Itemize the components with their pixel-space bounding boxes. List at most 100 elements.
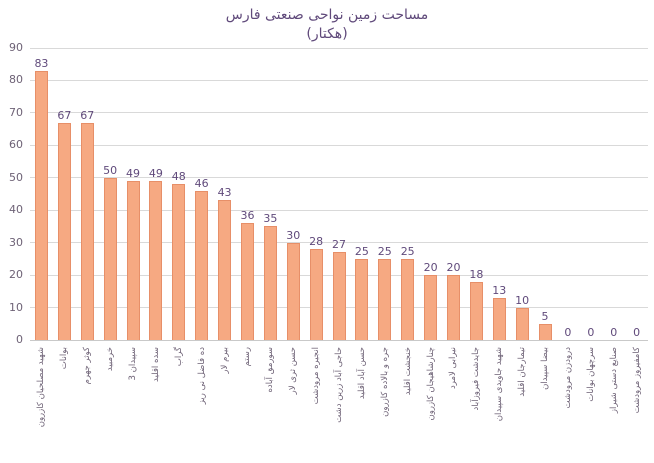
- x-axis-category-label: نیرابی لامرد: [448, 347, 459, 390]
- chart-title-line2: (هکتار): [306, 25, 348, 42]
- x-axis-category-slot: ده فاضل نی ریز: [190, 345, 213, 459]
- x-axis-category-label: درودزن مرودشت: [562, 347, 573, 409]
- bar: [149, 181, 163, 340]
- bar: [195, 191, 209, 340]
- bar-value-label: 27: [332, 238, 347, 251]
- x-axis-category-slot: جره و بالاده کازرون: [373, 345, 396, 459]
- bar-slot: 25: [373, 48, 396, 340]
- bar-slot: 10: [511, 48, 534, 340]
- bar-value-label: 43: [217, 186, 232, 199]
- y-axis-tick-label: 90: [9, 41, 23, 54]
- bar: [309, 249, 323, 340]
- x-axis-category-label: ده فاضل نی ریز: [196, 347, 207, 405]
- y-axis-tick-label: 70: [9, 105, 23, 119]
- x-axis-category-label: حسن ثری لار: [288, 347, 299, 395]
- bar-slot: 20: [442, 48, 465, 340]
- bar-slot: 5: [534, 48, 557, 340]
- x-axis-category-label: چنارشاهیجان کازرون: [425, 347, 436, 421]
- gridline: [30, 79, 648, 81]
- plot-area: 83 67 67 50 49 49 48 46 43 36 35 30 28 27 25 25 25 20 20 18…: [30, 47, 648, 341]
- x-axis-category-label: بیضا سپیدان: [540, 347, 551, 390]
- bar-slot: 28: [305, 48, 328, 340]
- x-axis-category-label: صنایع دستی شیراز: [608, 347, 619, 414]
- x-axis-labels: شهید مصلحیان کازرون بوانات کوثر جهرم خرمبید…: [30, 345, 648, 459]
- bar-slot: 49: [122, 48, 145, 340]
- y-axis-tick-label: 10: [9, 300, 23, 314]
- gridline: [30, 144, 648, 146]
- x-axis-category-label: رستم: [242, 347, 253, 367]
- y-axis-tick-label: 0: [16, 333, 23, 346]
- bar-slot: 49: [144, 48, 167, 340]
- bar-value-label: 0: [633, 326, 641, 339]
- bar-slot: 25: [350, 48, 373, 340]
- bar-value-label: 83: [34, 57, 49, 70]
- x-axis-category-slot: سورمق آباده: [259, 345, 282, 459]
- bar-value-label: 28: [309, 235, 324, 248]
- x-axis-category-slot: کوثر جهرم: [76, 345, 99, 459]
- y-axis-tick-label: 50: [9, 170, 23, 184]
- bar-slot: 0: [625, 48, 648, 340]
- bar-slot: 0: [579, 48, 602, 340]
- gridline: [30, 242, 648, 244]
- bar-value-label: 20: [446, 261, 461, 274]
- bar-value-label: 49: [126, 167, 140, 180]
- x-axis-category-slot: تیمارجان اقلید: [511, 345, 534, 459]
- bar: [492, 298, 506, 340]
- bar-value-label: 50: [103, 164, 118, 177]
- x-axis-category-slot: خنجشت اقلید: [396, 345, 419, 459]
- x-axis-category-label: جره و بالاده کازرون: [379, 347, 390, 417]
- bar-value-label: 36: [240, 209, 255, 222]
- x-axis-category-label: کامفیروز مرودشت: [631, 347, 642, 414]
- bar-value-label: 35: [263, 212, 278, 225]
- bar: [332, 252, 346, 340]
- bar-slot: 18: [465, 48, 488, 340]
- x-axis-category-label: انجیره مرودشت: [311, 347, 322, 405]
- x-axis-category-slot: بیرم لار: [213, 345, 236, 459]
- chart-title-line1: مساحت زمین نواحی صنعتی فارس: [225, 7, 429, 23]
- bar-value-label: 18: [469, 268, 484, 281]
- x-axis-category-label: خرمبید: [105, 347, 116, 372]
- x-axis-category-label: سپیدان 3: [128, 347, 138, 381]
- x-axis-category-label: حسن آباد اقلید: [356, 347, 367, 400]
- x-axis-category-slot: شهید جاویدی سپیدان: [488, 345, 511, 459]
- bar-value-label: 5: [541, 310, 549, 323]
- bar-slot: 67: [53, 48, 76, 340]
- bar-slot: 46: [190, 48, 213, 340]
- y-axis-tick-label: 30: [9, 235, 23, 249]
- x-axis-category-label: سورمق آباده: [265, 347, 276, 393]
- bar-slot: 50: [99, 48, 122, 340]
- bar-value-label: 0: [564, 326, 572, 339]
- x-axis-category-slot: سده اقلید: [144, 345, 167, 459]
- bar: [515, 308, 529, 340]
- bar: [126, 181, 140, 340]
- bar: [172, 184, 186, 340]
- bar-value-label: 67: [80, 109, 95, 122]
- bar-value-label: 25: [400, 245, 415, 258]
- bar-value-label: 48: [171, 170, 186, 183]
- bar-value-label: 13: [492, 284, 507, 297]
- bar-slot: 13: [488, 48, 511, 340]
- x-axis-category-slot: حسن ثری لار: [282, 345, 305, 459]
- bar-slot: 43: [213, 48, 236, 340]
- bar: [240, 223, 254, 340]
- x-axis-category-slot: جایدشت فیروزآباد: [465, 345, 488, 459]
- gridline: [30, 177, 648, 179]
- x-axis-category-slot: بوانات: [53, 345, 76, 459]
- x-axis-category-slot: گراب: [167, 345, 190, 459]
- bar: [355, 259, 369, 340]
- x-axis-category-label: سده اقلید: [150, 347, 161, 383]
- y-axis-tick-label: 40: [9, 203, 23, 217]
- y-axis-tick-label: 80: [9, 73, 23, 87]
- x-axis-category-slot: انجیره مرودشت: [305, 345, 328, 459]
- bar: [446, 275, 460, 340]
- x-axis-category-label: شهید مصلحیان کازرون: [36, 347, 47, 428]
- x-axis-category-slot: سپیدان 3: [122, 345, 145, 459]
- bar: [34, 71, 48, 340]
- x-axis-category-slot: سرچهان بوانات: [579, 345, 602, 459]
- x-axis-category-slot: کامفیروز مرودشت: [625, 345, 648, 459]
- x-axis-category-slot: رستم: [236, 345, 259, 459]
- bar-slot: 25: [396, 48, 419, 340]
- y-axis-tick-label: 20: [9, 268, 23, 282]
- x-axis-category-slot: خرمبید: [99, 345, 122, 459]
